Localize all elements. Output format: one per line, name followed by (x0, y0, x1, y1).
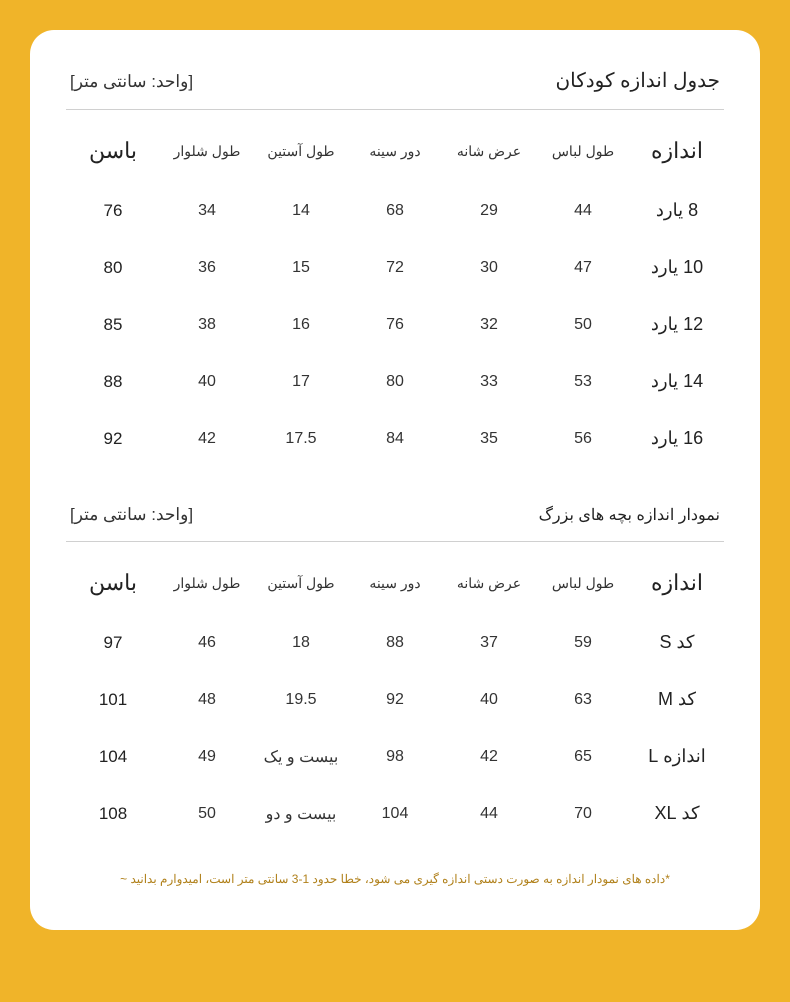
cell-length: 47 (536, 239, 630, 296)
cell-pants: 46 (160, 614, 254, 671)
cell-shoulder: 29 (442, 182, 536, 239)
col-length: طول لباس (536, 120, 630, 182)
footnote: *داده های نمودار اندازه به صورت دستی اند… (66, 872, 724, 886)
col-shoulder-2: عرض شانه (442, 552, 536, 614)
cell-bust: 68 (348, 182, 442, 239)
cell-pants: 50 (160, 785, 254, 842)
cell-length: 50 (536, 296, 630, 353)
cell-size: 10 یارد (630, 239, 724, 296)
col-bust-2: دور سینه (348, 552, 442, 614)
cell-pants: 40 (160, 353, 254, 410)
cell-size: 14 یارد (630, 353, 724, 410)
kids-title: جدول اندازه کودکان (555, 68, 720, 93)
cell-bust: 88 (348, 614, 442, 671)
cell-length: 44 (536, 182, 630, 239)
cell-pants: 48 (160, 671, 254, 728)
col-sleeve-2: طول آستین (254, 552, 348, 614)
cell-bust: 76 (348, 296, 442, 353)
cell-length: 56 (536, 410, 630, 467)
cell-bust: 80 (348, 353, 442, 410)
col-hip-2: باسن (66, 552, 160, 614)
cell-sleeve: 17 (254, 353, 348, 410)
cell-length: 65 (536, 728, 630, 785)
cell-hip: 88 (66, 353, 160, 410)
cell-sleeve: 14 (254, 182, 348, 239)
big-kids-header-row: اندازه طول لباس عرض شانه دور سینه طول آس… (66, 552, 724, 614)
cell-size: 16 یارد (630, 410, 724, 467)
kids-section-header: جدول اندازه کودکان [واحد: سانتی متر] (66, 60, 724, 110)
table-row: کد S593788184697 (66, 614, 724, 671)
cell-hip: 76 (66, 182, 160, 239)
cell-hip: 80 (66, 239, 160, 296)
cell-shoulder: 44 (442, 785, 536, 842)
cell-length: 53 (536, 353, 630, 410)
cell-pants: 36 (160, 239, 254, 296)
cell-shoulder: 37 (442, 614, 536, 671)
table-row: کد XL7044104بیست و دو50108 (66, 785, 724, 842)
cell-shoulder: 33 (442, 353, 536, 410)
cell-sleeve: بیست و یک (254, 728, 348, 785)
cell-length: 63 (536, 671, 630, 728)
cell-pants: 42 (160, 410, 254, 467)
col-size-2: اندازه (630, 552, 724, 614)
cell-sleeve: 16 (254, 296, 348, 353)
cell-size: کد XL (630, 785, 724, 842)
col-sleeve: طول آستین (254, 120, 348, 182)
cell-pants: 34 (160, 182, 254, 239)
kids-unit: [واحد: سانتی متر] (70, 72, 193, 92)
cell-hip: 104 (66, 728, 160, 785)
cell-size: اندازه L (630, 728, 724, 785)
cell-pants: 38 (160, 296, 254, 353)
cell-size: کد M (630, 671, 724, 728)
col-size: اندازه (630, 120, 724, 182)
col-length-2: طول لباس (536, 552, 630, 614)
big-kids-section-header: نمودار اندازه بچه های بزرگ [واحد: سانتی … (66, 497, 724, 542)
cell-bust: 104 (348, 785, 442, 842)
table-row: 14 یارد533380174088 (66, 353, 724, 410)
cell-bust: 84 (348, 410, 442, 467)
kids-header-row: اندازه طول لباس عرض شانه دور سینه طول آس… (66, 120, 724, 182)
cell-bust: 98 (348, 728, 442, 785)
col-bust: دور سینه (348, 120, 442, 182)
table-row: 8 یارد442968143476 (66, 182, 724, 239)
cell-sleeve: 19.5 (254, 671, 348, 728)
table-row: 12 یارد503276163885 (66, 296, 724, 353)
cell-size: 12 یارد (630, 296, 724, 353)
table-row: 16 یارد56358417.54292 (66, 410, 724, 467)
big-kids-unit: [واحد: سانتی متر] (70, 505, 193, 525)
cell-sleeve: 15 (254, 239, 348, 296)
col-hip: باسن (66, 120, 160, 182)
big-kids-table: اندازه طول لباس عرض شانه دور سینه طول آس… (66, 552, 724, 842)
cell-shoulder: 40 (442, 671, 536, 728)
big-kids-title: نمودار اندازه بچه های بزرگ (539, 505, 720, 525)
cell-hip: 97 (66, 614, 160, 671)
kids-table: اندازه طول لباس عرض شانه دور سینه طول آس… (66, 120, 724, 467)
cell-bust: 92 (348, 671, 442, 728)
cell-shoulder: 35 (442, 410, 536, 467)
cell-size: 8 یارد (630, 182, 724, 239)
table-row: 10 یارد473072153680 (66, 239, 724, 296)
col-pants: طول شلوار (160, 120, 254, 182)
cell-pants: 49 (160, 728, 254, 785)
size-chart-card: جدول اندازه کودکان [واحد: سانتی متر] اند… (30, 30, 760, 930)
cell-size: کد S (630, 614, 724, 671)
cell-hip: 92 (66, 410, 160, 467)
cell-length: 59 (536, 614, 630, 671)
cell-sleeve: 18 (254, 614, 348, 671)
cell-shoulder: 42 (442, 728, 536, 785)
table-row: کد M63409219.548101 (66, 671, 724, 728)
cell-sleeve: 17.5 (254, 410, 348, 467)
cell-hip: 108 (66, 785, 160, 842)
col-pants-2: طول شلوار (160, 552, 254, 614)
table-row: اندازه L654298بیست و یک49104 (66, 728, 724, 785)
cell-bust: 72 (348, 239, 442, 296)
cell-sleeve: بیست و دو (254, 785, 348, 842)
cell-shoulder: 32 (442, 296, 536, 353)
col-shoulder: عرض شانه (442, 120, 536, 182)
cell-length: 70 (536, 785, 630, 842)
cell-hip: 85 (66, 296, 160, 353)
cell-hip: 101 (66, 671, 160, 728)
cell-shoulder: 30 (442, 239, 536, 296)
